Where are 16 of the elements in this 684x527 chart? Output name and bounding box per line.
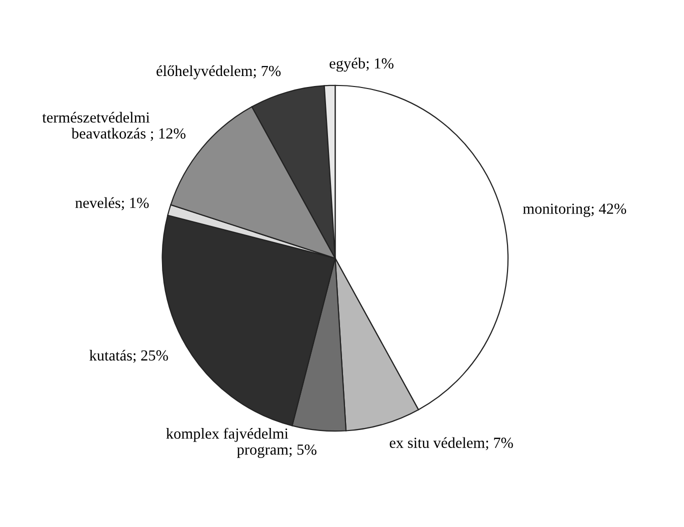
data-label: ; 12% (150, 128, 186, 141)
data-label: ; 7% (486, 438, 513, 450)
data-label: ; 42% (591, 204, 626, 216)
slice-label: természetvédelmi beavatkozás (42, 112, 150, 139)
slice-label: ex situ védelem (390, 437, 485, 448)
slice-label: élőhelyvédelem (156, 65, 252, 80)
slice-label: kutatás (89, 350, 132, 361)
slice-label: komplex fajvédelmi program (166, 428, 288, 458)
slice-label: monitoring (522, 204, 590, 218)
data-label: ; 5% (289, 444, 316, 457)
data-label: ; 25% (133, 350, 168, 363)
data-label: ; 7% (254, 66, 281, 78)
data-label: ; 1% (122, 198, 149, 210)
slice-label: nevelés (75, 197, 120, 208)
data-label: ; 1% (366, 58, 394, 71)
slice-label: egyéb (330, 58, 365, 72)
